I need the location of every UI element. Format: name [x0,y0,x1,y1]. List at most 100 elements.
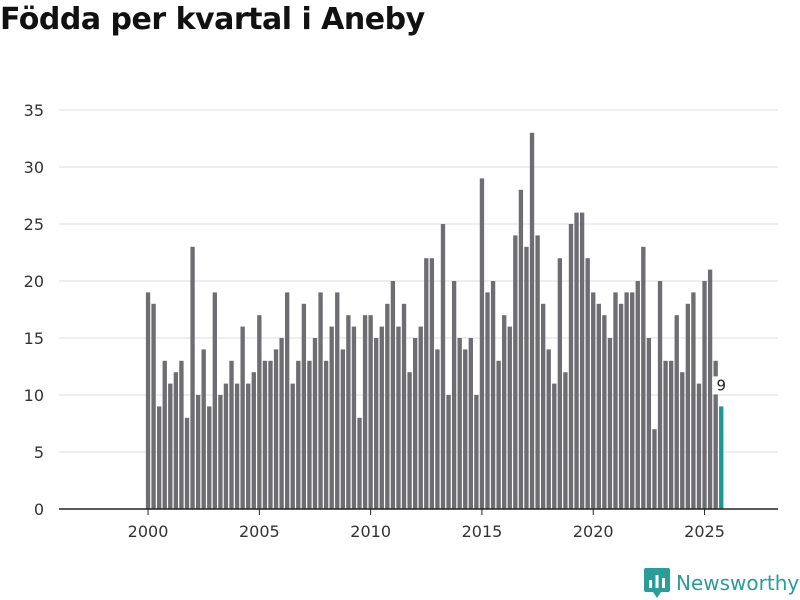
bar [602,315,607,509]
x-tick-label: 2000 [128,522,169,541]
bar [218,395,223,509]
bar [529,132,535,510]
bar [179,360,184,509]
bar [702,281,707,509]
bar [396,326,401,509]
bar [680,372,685,509]
bar [685,303,691,509]
bar [195,395,201,509]
bar [613,292,618,509]
bar [162,360,167,509]
bar [390,281,396,509]
bar [240,326,245,509]
bar [229,360,234,509]
bar [279,338,284,509]
bar [251,372,256,509]
bar [546,349,551,509]
newsworthy-logo-icon [644,568,670,598]
bar [568,224,574,509]
y-tick-label: 0 [34,500,44,519]
bar [323,360,329,509]
bar [407,372,412,509]
bar [151,303,156,509]
bar [502,315,507,509]
bar [624,292,629,509]
bar [535,235,540,509]
bar [207,406,212,509]
bar [312,338,318,509]
bar [290,383,295,509]
y-axis-ticks: 0 5 10 15 20 25 30 35 [24,101,44,519]
bar [696,383,702,509]
bar [490,281,496,509]
bar [524,246,529,510]
bar [552,383,557,509]
bar [346,315,351,509]
bar [351,326,357,509]
bar [713,360,718,509]
y-tick-label: 30 [24,158,44,177]
bar [246,383,251,509]
brand: Newsworthy [644,568,799,598]
bar [357,417,362,509]
bar [463,349,468,509]
bar [173,372,179,509]
bar [335,292,340,509]
bar [513,235,518,509]
bar [635,281,640,509]
x-tick-label: 2025 [684,522,725,541]
bar [340,349,345,509]
bar [424,258,429,509]
bar [418,326,423,509]
x-tick-label: 2020 [573,522,614,541]
y-tick-label: 15 [24,329,44,348]
bar [273,349,279,509]
bar [362,315,368,509]
y-tick-label: 5 [34,443,44,462]
bar [479,178,485,509]
bar [451,281,457,509]
bar [540,303,546,509]
bar [385,303,390,509]
bar [435,349,440,509]
bar [184,417,190,509]
bar [201,349,206,509]
bar [212,292,217,509]
bar [563,372,568,509]
bar [285,292,290,509]
y-tick-label: 10 [24,386,44,405]
bar [657,281,663,509]
bar [412,338,418,509]
bar [691,292,696,509]
bar [518,189,524,510]
bar [507,326,512,509]
grid-lines [59,109,778,453]
y-tick-label: 20 [24,272,44,291]
bar [707,269,713,509]
bar [641,246,646,510]
bar [145,292,151,509]
bar [374,338,379,509]
bar [429,258,435,509]
bar [579,212,585,509]
bar [234,383,240,509]
bar [596,303,601,509]
bar [574,212,579,509]
bar [268,360,273,509]
bar [446,395,451,509]
bar [457,338,462,509]
bar [168,383,173,509]
bar [630,292,635,509]
bar [318,292,323,509]
bar [257,315,262,509]
bar [607,338,613,509]
bar [585,258,590,509]
bar [223,383,229,509]
x-tick-label: 2015 [462,522,503,541]
bar [307,360,312,509]
data-label-bg [712,376,731,395]
y-tick-label: 35 [24,101,44,120]
bars [145,132,724,510]
bar [440,224,446,509]
bar [663,360,668,509]
